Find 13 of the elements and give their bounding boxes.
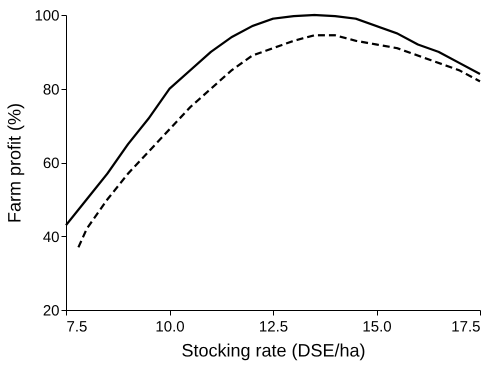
y-tick-label: 80 bbox=[42, 81, 60, 98]
y-tick-label: 60 bbox=[42, 155, 60, 172]
line-series bbox=[77, 34, 482, 248]
y-tick-label: 40 bbox=[42, 228, 60, 246]
x-tick-label: 7.5 bbox=[66, 318, 88, 336]
y-axis-title: Farm profit (%) bbox=[4, 102, 24, 224]
x-axis-title: Stocking rate (DSE/ha) bbox=[181, 340, 366, 360]
y-tick-label: 20 bbox=[42, 302, 60, 320]
x-tick-label: 12.5 bbox=[258, 318, 288, 336]
x-tick-label: 15.0 bbox=[362, 318, 392, 336]
y-tick-label: 100 bbox=[34, 8, 60, 24]
x-tick-label: 17.5 bbox=[451, 318, 480, 336]
x-tick-label: 10.0 bbox=[155, 318, 185, 336]
